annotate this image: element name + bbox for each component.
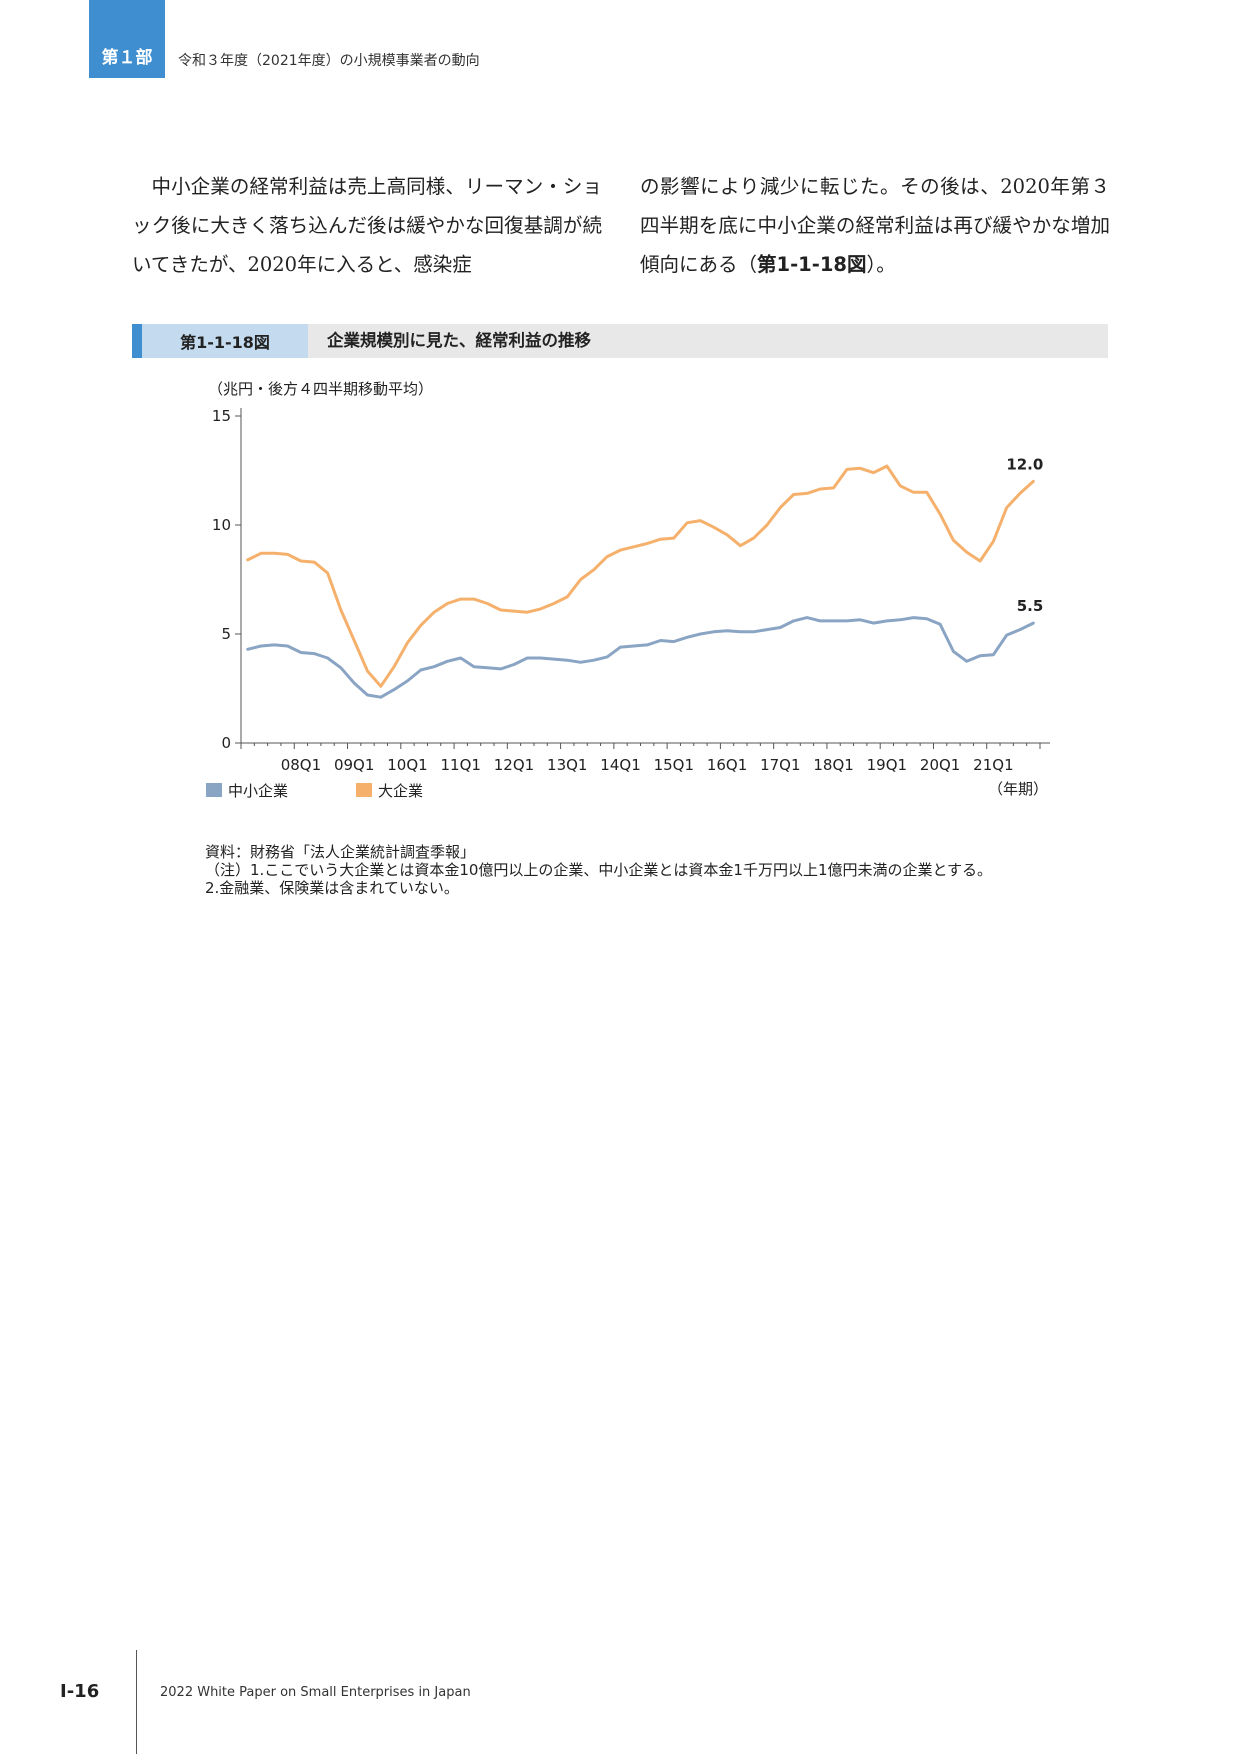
x-tick-label: 12Q1 bbox=[494, 756, 534, 774]
data-label-end: 5.5 bbox=[1017, 597, 1044, 615]
series-line-sme bbox=[246, 616, 1035, 699]
x-tick-label: 17Q1 bbox=[760, 756, 800, 774]
legend-label: 大企業 bbox=[378, 782, 423, 800]
note-1: （注）1.ここでいう大企業とは資本金10億円以上の企業、中小企業とは資本金1千万… bbox=[205, 861, 993, 879]
part-tab: 第１部 bbox=[89, 0, 165, 78]
x-tick-label: 13Q1 bbox=[547, 756, 587, 774]
body-column-right: の影響により減少に転じた。その後は、2020年第３四半期を底に中小企業の経常利益… bbox=[640, 167, 1110, 284]
figure-title-bar: 第1-1-18図 企業規模別に見た、経常利益の推移 bbox=[132, 324, 1108, 358]
figure-notes: 資料：財務省「法人企業統計調査季報」 （注）1.ここでいう大企業とは資本金10億… bbox=[205, 843, 1045, 897]
figure-title-stripe bbox=[132, 324, 142, 358]
x-tick-label: 09Q1 bbox=[334, 756, 374, 774]
x-tick-label: 14Q1 bbox=[600, 756, 640, 774]
body-paragraph-left: 中小企業の経常利益は売上高同様、リーマン・ショック後に大きく落ち込んだ後は緩やか… bbox=[132, 175, 602, 276]
legend-swatch bbox=[206, 783, 222, 797]
x-tick-label: 08Q1 bbox=[281, 756, 321, 774]
legend-swatch bbox=[356, 783, 372, 797]
y-tick-label: 0 bbox=[221, 734, 231, 752]
note-2: 2.金融業、保険業は含まれていない。 bbox=[205, 879, 459, 897]
x-tick-label: 16Q1 bbox=[707, 756, 747, 774]
x-tick-label: 18Q1 bbox=[813, 756, 853, 774]
body-column-left: 中小企業の経常利益は売上高同様、リーマン・ショック後に大きく落ち込んだ後は緩やか… bbox=[132, 167, 602, 284]
y-tick-label: 10 bbox=[212, 516, 231, 534]
y-tick-label: 5 bbox=[221, 625, 231, 643]
legend-label: 中小企業 bbox=[228, 782, 288, 800]
data-label-end: 12.0 bbox=[1006, 455, 1043, 473]
series-line-large bbox=[246, 464, 1035, 688]
x-tick-label: 20Q1 bbox=[920, 756, 960, 774]
figure-number: 第1-1-18図 bbox=[142, 324, 308, 358]
x-tick-label: 10Q1 bbox=[387, 756, 427, 774]
page-number: Ⅰ-16 bbox=[60, 1681, 100, 1702]
footer-divider bbox=[136, 1650, 137, 1754]
profit-line-chart: （兆円・後方４四半期移動平均） 0 5 10 15 08Q1 09Q1 10Q1 11Q1 12Q… bbox=[206, 380, 1050, 800]
x-tick-label: 21Q1 bbox=[973, 756, 1013, 774]
x-tick-label: 19Q1 bbox=[867, 756, 907, 774]
source-note: 資料：財務省「法人企業統計調査季報」 bbox=[205, 843, 476, 861]
body-text-before: の影響により減少に転じた。その後は、2020年第３四半期を底に中小企業の経常利益… bbox=[640, 175, 1110, 276]
part-label: 第１部 bbox=[101, 48, 153, 68]
body-paragraph-right: の影響により減少に転じた。その後は、2020年第３四半期を底に中小企業の経常利益… bbox=[640, 167, 1110, 284]
x-axis-title: （年期） bbox=[988, 780, 1048, 798]
y-axis-title: （兆円・後方４四半期移動平均） bbox=[208, 380, 433, 398]
figure-reference: 第1-1-18図 bbox=[757, 253, 867, 276]
x-tick-label: 15Q1 bbox=[654, 756, 694, 774]
figure-title: 企業規模別に見た、経常利益の推移 bbox=[327, 331, 591, 350]
running-head: 令和３年度（2021年度）の小規模事業者の動向 bbox=[178, 53, 480, 69]
book-title: 2022 White Paper on Small Enterprises in… bbox=[160, 1685, 471, 1700]
x-tick-label: 11Q1 bbox=[441, 756, 481, 774]
y-tick-label: 15 bbox=[212, 407, 231, 425]
body-text-after: ）。 bbox=[866, 253, 896, 276]
